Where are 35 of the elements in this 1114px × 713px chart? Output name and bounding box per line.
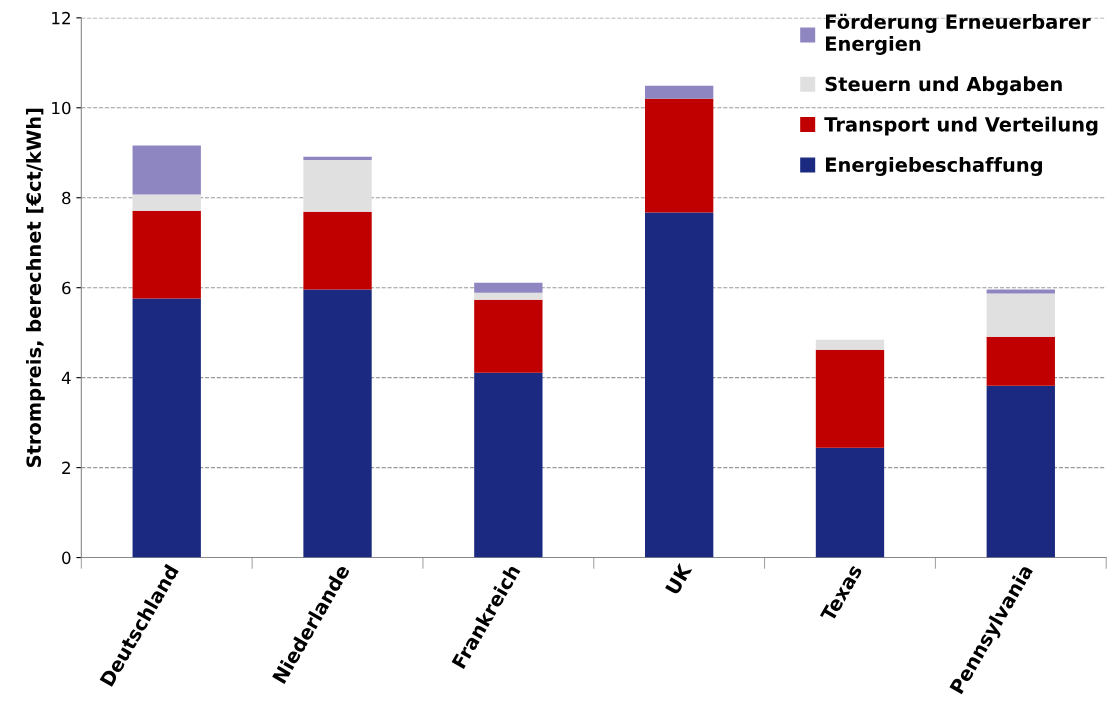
legend-label: Energiebeschaffung [826,157,1042,176]
bar [132,210,201,299]
bar [303,159,372,212]
bar [474,292,543,300]
bar [132,145,201,195]
bar [132,194,201,211]
legend-label: Steuern und Abgaben [825,76,1062,96]
y-tick-label: 4 [61,371,71,384]
y-tick-label: 2 [62,461,70,474]
bar [815,339,885,350]
bar [474,299,543,373]
bar [815,447,885,558]
bar [474,372,543,558]
y-tick-label: 6 [62,281,71,295]
legend-label: Förderung Erneuerbarer Energien [826,13,1091,55]
y-tick-label: 12 [52,11,70,25]
bar [986,385,1055,558]
y-tick-label: 10 [52,101,71,115]
bar [303,289,372,558]
bar [303,156,372,160]
bar [303,211,372,290]
bar [645,212,714,558]
bar [986,293,1055,337]
y-tick-label: 0 [62,551,71,565]
bar [986,289,1055,294]
bar [986,336,1055,386]
bar [645,98,714,213]
legend-label: Transport und Verteilung [824,116,1098,136]
bar [132,298,201,558]
x-tick-label: UK [665,562,693,596]
bar [815,349,885,448]
bar [474,282,543,293]
y-tick-label: 8 [62,191,71,205]
y-axis-title: Strompreis, berechnet [€ct/kWh] [26,108,45,467]
bar [645,85,714,99]
